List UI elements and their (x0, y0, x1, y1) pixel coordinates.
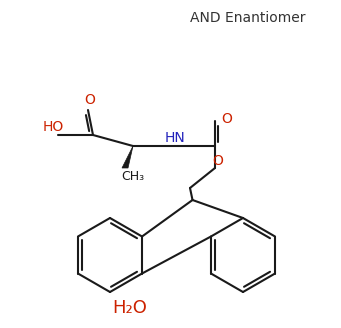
Text: HN: HN (165, 131, 186, 145)
Text: O: O (212, 154, 223, 168)
Polygon shape (122, 146, 133, 168)
Text: CH₃: CH₃ (121, 170, 145, 182)
Text: O: O (85, 93, 95, 107)
Text: AND Enantiomer: AND Enantiomer (190, 11, 306, 25)
Text: HO: HO (42, 120, 64, 134)
Text: O: O (222, 112, 233, 126)
Text: H₂O: H₂O (113, 299, 147, 317)
